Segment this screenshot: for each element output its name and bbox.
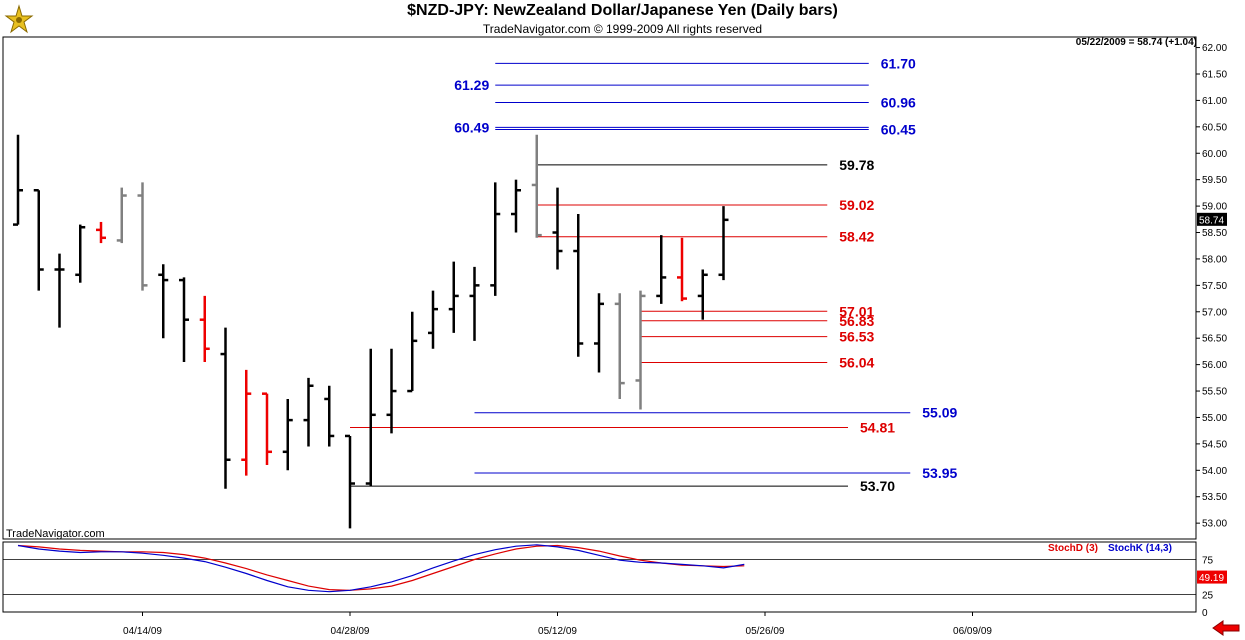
ohlc-bar [303,377,314,447]
ohlc-bar [573,214,584,357]
ohlc-bar [594,293,604,373]
level-label: 61.29 [454,77,489,93]
level-label: 59.02 [839,197,874,213]
ohlc-bar [448,261,459,333]
price-tick-label: 55.50 [1202,387,1227,398]
date-tick-label: 04/28/09 [331,626,370,637]
ohlc-bar [365,348,376,487]
price-tick-label: 60.50 [1202,122,1227,133]
date-tick-label: 05/12/09 [538,626,577,637]
price-tick-label: 57.00 [1202,307,1227,318]
chart-title: $NZD-JPY: NewZealand Dollar/Japanese Yen… [407,2,838,19]
ohlc-bar [324,385,335,447]
price-tick-label: 56.50 [1202,334,1227,345]
price-tick-label: 54.50 [1202,439,1227,450]
level-label: 60.45 [881,121,916,137]
last-quote: 05/22/2009 = 58.74 (+1.04) [1075,37,1197,48]
ohlc-bar [199,295,210,362]
ohlc-bar [718,206,729,281]
stochastic-tick-label: 25 [1202,591,1214,602]
ohlc-bar [386,348,397,434]
ohlc-bar [511,179,521,233]
date-tick-label: 06/09/09 [953,626,992,637]
navigator-logo-icon [4,4,34,34]
ohlc-bar [220,327,231,489]
price-tick-label: 56.00 [1202,360,1227,371]
ohlc-bar [241,369,252,476]
current-price-label: 58.74 [1199,215,1224,226]
price-panel-frame [2,36,1197,540]
level-label: 60.49 [454,119,489,135]
ohlc-bar [531,134,542,238]
date-tick-label: 04/14/09 [123,626,162,637]
ohlc-bar [33,188,44,291]
level-label: 55.09 [922,405,957,421]
ohlc-bar [428,290,438,349]
price-tick-label: 57.50 [1202,281,1227,292]
ohlc-bar [179,277,189,362]
ohlc-bar [137,182,148,291]
price-tick-label: 55.00 [1202,413,1227,424]
ohlc-bar [96,221,106,244]
stochastic-tick-label: 75 [1202,556,1214,567]
stochastic-value-label: 49.19 [1199,573,1224,584]
stochastic-value-badge [1197,570,1227,584]
ohlc-bar [13,134,23,226]
level-label: 56.83 [839,313,874,329]
stochastic-panel-frame [2,541,1197,613]
ohlc-bar [407,311,418,393]
date-tick-label: 05/26/09 [746,626,785,637]
price-tick-label: 62.00 [1202,43,1227,54]
level-label: 54.81 [860,420,895,436]
ohlc-bar [552,187,563,270]
ohlc-bar [677,237,687,302]
level-label: 59.78 [839,157,874,173]
current-price-badge [1197,212,1227,226]
price-tick-label: 59.00 [1202,202,1227,213]
ohlc-bar [614,293,625,399]
level-label: 56.53 [839,329,874,345]
level-label: 56.04 [839,355,874,371]
price-tick-label: 60.00 [1202,149,1227,160]
ohlc-bar [54,253,65,328]
price-tick-label: 59.50 [1202,175,1227,186]
ohlc-bar [158,264,169,339]
ohlc-bar [656,235,667,304]
level-label: 53.95 [922,465,957,481]
level-label: 60.96 [881,95,916,111]
price-tick-label: 61.50 [1202,69,1227,80]
ohlc-bar [116,187,127,244]
ohlc-bar [469,266,480,341]
watermark: TradeNavigator.com [6,528,105,540]
price-tick-label: 53.50 [1202,492,1227,503]
ohlc-bar [697,269,708,320]
ohlc-bar [75,224,86,283]
ohlc-bar [345,434,355,529]
ohlc-bar [635,290,646,410]
price-tick-label: 53.00 [1202,519,1227,530]
price-tick-label: 54.00 [1202,466,1227,477]
stochastic-tick-label: 0 [1202,608,1208,619]
level-label: 57.01 [839,303,874,319]
chart-subtitle: TradeNavigator.com © 1999-2009 All right… [482,22,763,36]
stoch-d-line [17,544,745,591]
stoch-k-line [17,544,745,593]
red-left-arrow-icon[interactable] [1211,620,1241,636]
level-label: 53.70 [860,478,895,494]
ohlc-bar [262,392,272,466]
level-label: 58.42 [839,229,874,245]
ohlc-bar [490,182,501,296]
stoch-k-legend: StochK (14,3) [1108,543,1172,554]
stoch-d-legend: StochD (3) [1048,543,1098,554]
price-tick-label: 58.50 [1202,228,1227,239]
price-tick-label: 61.00 [1202,96,1227,107]
ohlc-bar [282,398,293,471]
price-tick-label: 58.00 [1202,254,1227,265]
level-label: 61.70 [881,55,916,71]
